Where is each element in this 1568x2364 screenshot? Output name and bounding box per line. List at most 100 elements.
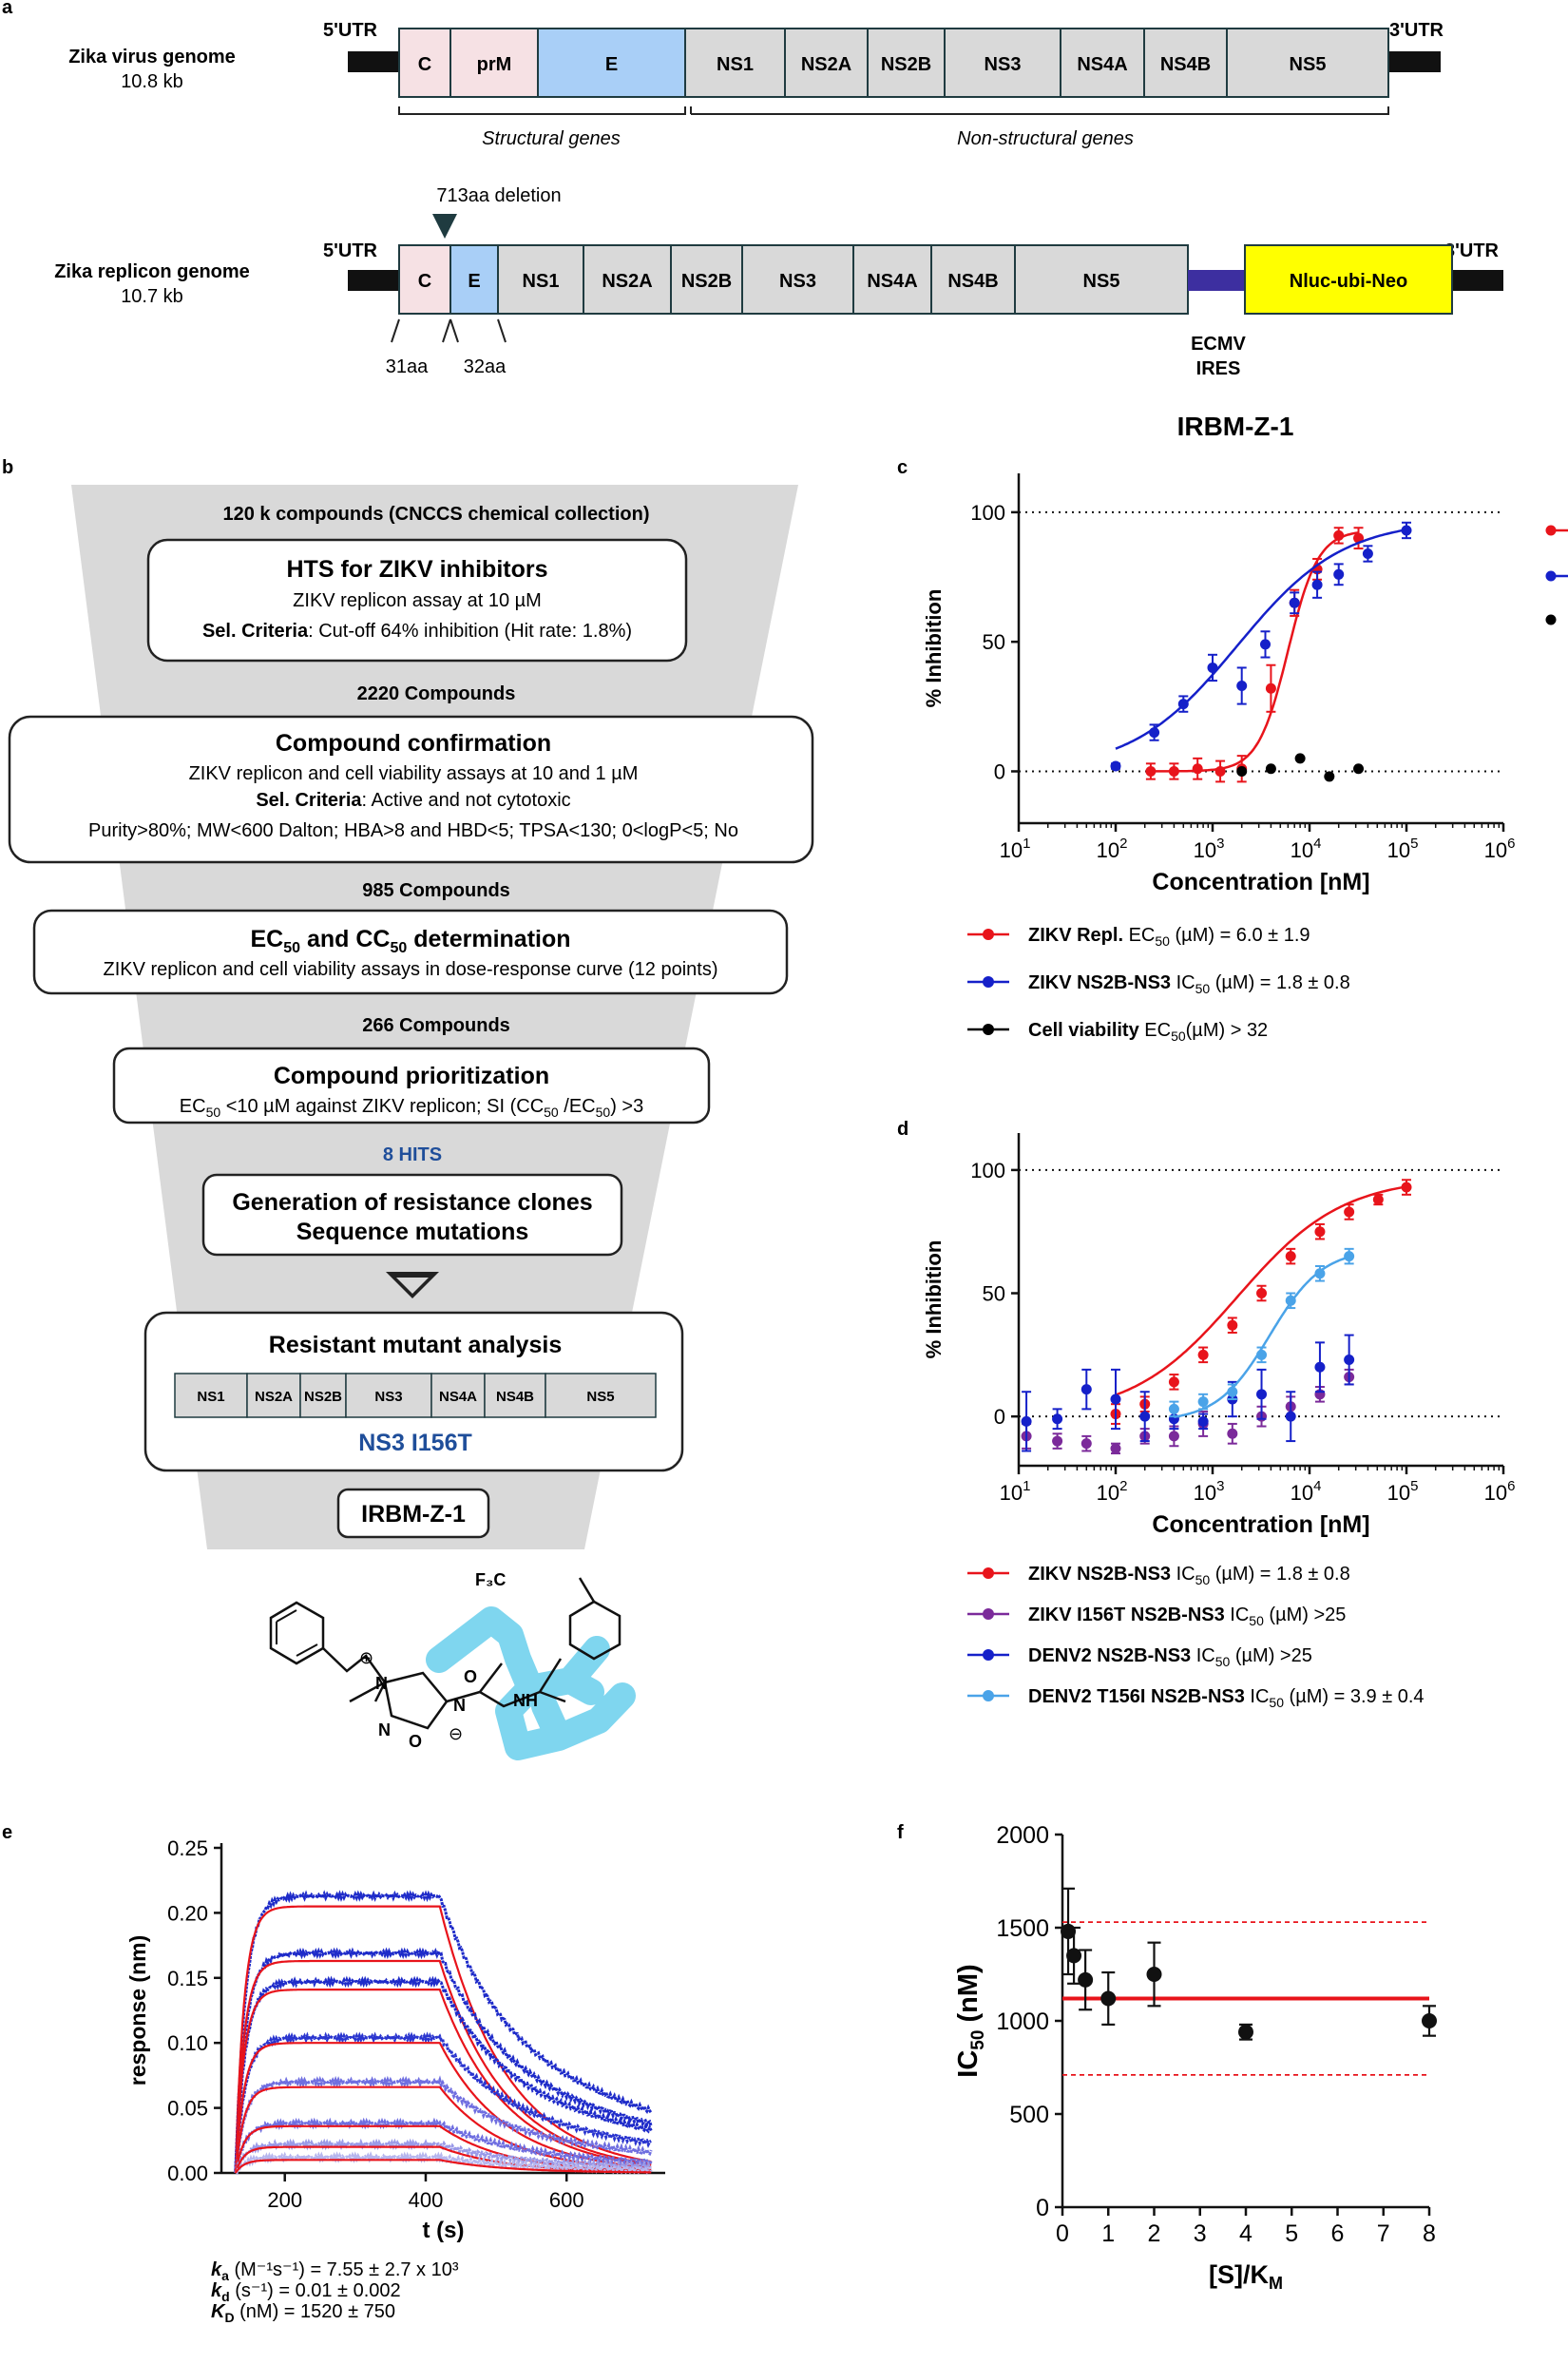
confirmation-criteria: Sel. Criteria: Active and not cytotoxic [256, 790, 570, 811]
data-point [1080, 1384, 1092, 1395]
kinetic-symbol: k [211, 2259, 222, 2280]
data-point [1236, 681, 1248, 692]
data-point [1066, 1948, 1082, 1964]
x-tick-exp: 5 [1410, 836, 1418, 852]
replicon-gene-label-e: E [468, 271, 480, 292]
data-point [1333, 529, 1345, 541]
legend-stat-text: (µM) = 1.8 ± 0.8 [1210, 1564, 1350, 1585]
data-point [1401, 525, 1412, 536]
ec50-title-sub2: 50 [390, 940, 407, 956]
x-tick-base: 10 [1097, 1481, 1119, 1505]
data-point [1285, 1251, 1296, 1262]
prior-sub2: 50 [544, 1105, 559, 1120]
x-tick-label: 8 [1423, 2220, 1436, 2247]
virus-gene-label-e: E [605, 54, 618, 75]
y-tick-label: 0 [994, 759, 1005, 783]
replicon-gene-label-ns3: NS3 [779, 271, 816, 292]
down-chevron-icon [386, 1272, 439, 1298]
x-tick-label: 104 [1291, 1478, 1322, 1505]
data-point [1344, 1355, 1355, 1366]
ires-label-2: IRES [1196, 358, 1241, 379]
prioritization-box [112, 1047, 711, 1124]
data-point [1149, 727, 1160, 739]
legend-item-1: ZIKV NS2B-NS3 IC50 (µM) = 1.8 ± 0.8 [967, 972, 1350, 996]
kinetic-text: (s⁻¹) = 0.01 ± 0.002 [230, 2280, 401, 2301]
n-lower-label: N [378, 1720, 391, 1739]
x-axis-title: t (s) [423, 2218, 465, 2243]
y-axis-title: % Inhibition [922, 589, 946, 708]
replicon-gene-box-ns1 [497, 244, 584, 315]
fit-curve [1115, 1185, 1407, 1396]
hts-criteria: Sel. Criteria: Cut-off 64% inhibition (H… [202, 621, 632, 642]
legend-swatch-dot [983, 1690, 994, 1701]
legend-text: ZIKV NS2B-NS3 IC50 (µM) = 1.8 ± 0.8 [1028, 1564, 1350, 1587]
mutant-gene-label-ns3: NS3 [374, 1389, 402, 1405]
mutant-gene-label-ns1: NS1 [197, 1389, 224, 1405]
data-point [1192, 763, 1203, 775]
x-tick-base: 10 [1194, 1481, 1216, 1505]
data-point [1207, 662, 1218, 673]
e-aa-label: 32aa [464, 356, 507, 377]
legend-stat-label: IC [1196, 1645, 1215, 1666]
x-tick-label: 6 [1331, 2220, 1345, 2247]
virus-gene-box-e [537, 28, 686, 98]
kinetic-param-0: ka (M⁻¹s⁻¹) = 7.55 ± 2.7 x 10³ [211, 2259, 459, 2283]
x-tick-exp: 4 [1313, 1478, 1321, 1494]
virus-gene-box-prm [449, 28, 539, 98]
series-1 [1021, 1368, 1355, 1455]
hts-title: HTS for ZIKV inhibitors [287, 556, 548, 583]
y-tick-label: 0.20 [167, 1901, 208, 1925]
x-tick-label: 102 [1097, 1478, 1128, 1505]
prior-mid: <10 µM against ZIKV replicon; SI (CC [220, 1096, 544, 1117]
sensorgram-data-0 [234, 1890, 653, 2172]
data-point [1110, 1443, 1121, 1454]
phenyl-ring [269, 1601, 325, 1665]
legend-name: DENV2 T156I NS2B-NS3 [1028, 1686, 1250, 1707]
x-tick-base: 10 [1387, 838, 1410, 862]
y-tick-label: 0.05 [167, 2097, 208, 2121]
n-minus-label: N [453, 1696, 466, 1715]
data-point [1256, 1389, 1268, 1400]
data-point [1021, 1415, 1032, 1427]
panel-label-f: f [897, 1822, 904, 1843]
x-tick-label: 1 [1101, 2220, 1115, 2247]
hts-criteria-text: : Cut-off 64% inhibition (Hit rate: 1.8%… [308, 621, 632, 642]
data-point [1168, 1403, 1179, 1414]
legend-name: ZIKV NS2B-NS3 [1028, 1564, 1176, 1585]
data-point [1052, 1435, 1063, 1447]
legend-stat-sub: 50 [1195, 981, 1211, 996]
virus-gene-box-ns5 [1226, 28, 1389, 98]
legend-text: ZIKV Repl. EC50 (µM) = 6.0 ± 1.9 [1028, 925, 1310, 949]
virus-genome-title: Zika virus genome [68, 47, 236, 67]
hts-criteria-label: Sel. Criteria [202, 621, 309, 642]
minus-charge-icon: ⊖ [449, 1724, 463, 1743]
resistance-box [201, 1173, 623, 1257]
sensorgram-data-5 [234, 2117, 653, 2174]
data-point [1139, 1411, 1151, 1422]
urea-bonds [446, 1658, 566, 1708]
legend-name: ZIKV I156T NS2B-NS3 [1028, 1605, 1230, 1625]
virus-gene-box-ns4a [1060, 28, 1145, 98]
chemical-structure: F₃C NH N O N N O ⊕ ⊖ [269, 1570, 636, 1760]
nonstructural-bracket [690, 106, 1389, 115]
ec50-title-mid: and CC [300, 926, 390, 952]
kinetic-symbol: K [211, 2301, 226, 2322]
replicon-gene-label-ns2a: NS2A [602, 271, 652, 292]
replicon-utr5-bar [348, 270, 399, 291]
count-266: 266 Compounds [362, 1015, 510, 1036]
cf3-label: F₃C [475, 1570, 506, 1589]
panel-label-d: d [897, 1119, 908, 1140]
y-axis-title-end: (nM) [953, 1964, 984, 2029]
plus-charge-icon: ⊕ [359, 1648, 373, 1667]
data-point [1285, 1411, 1296, 1422]
x-axis-title-sub: M [1269, 2274, 1283, 2293]
y-tick-label: 0.15 [167, 1967, 208, 1990]
kinetic-text: (nM) = 1520 ± 750 [235, 2301, 395, 2322]
y-axis-title-main: IC [953, 2050, 984, 2078]
panel-label-e: e [2, 1822, 12, 1843]
o-label: O [464, 1667, 477, 1686]
data-point [1080, 1438, 1092, 1450]
x-tick-exp: 3 [1216, 1478, 1224, 1494]
x-tick-label: 7 [1377, 2220, 1390, 2247]
